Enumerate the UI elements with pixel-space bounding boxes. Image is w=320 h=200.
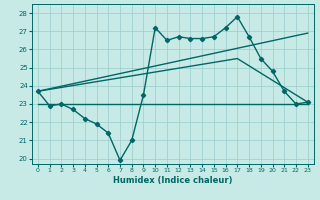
X-axis label: Humidex (Indice chaleur): Humidex (Indice chaleur) (113, 176, 233, 185)
